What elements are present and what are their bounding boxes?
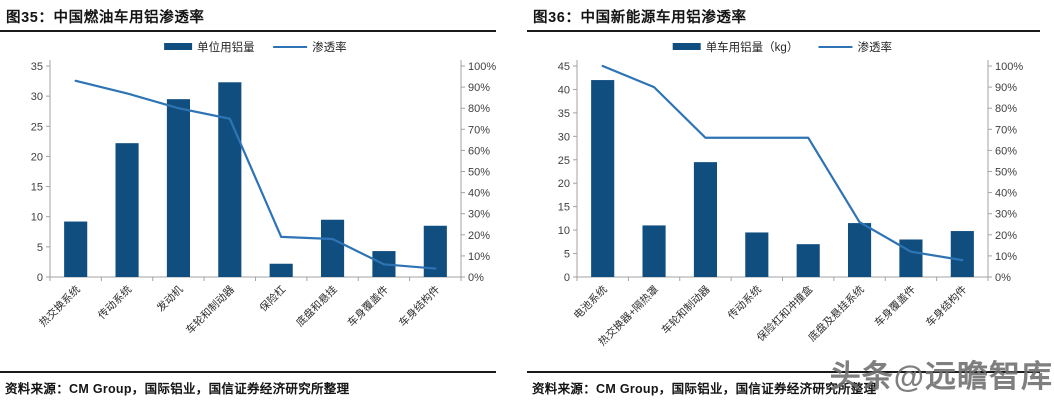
svg-text:车轮和制动器: 车轮和制动器 [659, 283, 713, 337]
svg-text:车身结构件: 车身结构件 [396, 283, 442, 329]
panel-nev-chart: 图36：中国新能源车用铝渗透率 0 5 10 15 20 25 30 35 40 45 0% 10% 2… [527, 0, 1054, 401]
panel-fuel-vehicle-chart: 图35：中国燃油车用铝渗透率 0 5 10 15 20 25 30 35 0% 10% 20% 30%… [0, 10, 497, 396]
svg-text:90%: 90% [995, 82, 1017, 94]
fuel-vehicle-combo-chart: 0 5 10 15 20 25 30 35 0% 10% 20% 30% 40% 50% 60% 70% 80%… [31, 40, 497, 337]
footer-rule [0, 371, 496, 373]
chart-title: 图35：中国燃油车用铝渗透率 [6, 10, 205, 26]
svg-text:60%: 60% [995, 145, 1017, 157]
title-underline [527, 30, 1040, 32]
svg-text:30%: 30% [995, 209, 1017, 221]
svg-text:15: 15 [558, 202, 570, 214]
svg-text:90%: 90% [468, 82, 490, 94]
svg-text:0%: 0% [995, 272, 1011, 284]
svg-text:30%: 30% [468, 209, 490, 221]
svg-text:70%: 70% [468, 124, 490, 136]
footer-rule [527, 371, 1040, 373]
svg-text:热交换系统: 热交换系统 [36, 283, 83, 330]
svg-text:25: 25 [558, 155, 570, 167]
svg-text:100%: 100% [468, 61, 496, 73]
svg-text:渗透率: 渗透率 [858, 40, 893, 54]
svg-text:发动机: 发动机 [154, 283, 186, 315]
svg-text:车身覆盖件: 车身覆盖件 [345, 283, 391, 329]
svg-text:电池系统: 电池系统 [571, 283, 610, 322]
chart-title: 图36：中国新能源车用铝渗透率 [533, 10, 747, 26]
svg-text:0: 0 [564, 272, 570, 284]
svg-text:40: 40 [558, 84, 570, 96]
svg-text:40%: 40% [468, 188, 490, 200]
svg-text:80%: 80% [995, 103, 1017, 115]
svg-text:单位用铝量: 单位用铝量 [197, 40, 255, 54]
watermark: 头条@远瞻智库 [829, 359, 1053, 394]
svg-text:20%: 20% [468, 230, 490, 242]
svg-text:0: 0 [37, 272, 43, 284]
svg-text:50%: 50% [995, 167, 1017, 179]
svg-text:30: 30 [31, 91, 43, 103]
source-note: 资料来源：CM Group，国际铝业，国信证券经济研究所整理 [532, 382, 877, 396]
svg-text:20: 20 [31, 151, 43, 163]
svg-text:30: 30 [558, 131, 570, 143]
svg-text:25: 25 [31, 121, 43, 133]
svg-text:0%: 0% [468, 272, 484, 284]
svg-text:20%: 20% [995, 230, 1017, 242]
svg-text:底盘和悬挂: 底盘和悬挂 [293, 283, 340, 330]
svg-text:10%: 10% [468, 251, 490, 263]
svg-text:80%: 80% [468, 103, 490, 115]
svg-text:渗透率: 渗透率 [312, 40, 347, 54]
svg-text:50%: 50% [468, 167, 490, 179]
svg-text:5: 5 [564, 249, 570, 261]
source-note: 资料来源：CM Group，国际铝业，国信证券经济研究所整理 [5, 382, 350, 396]
svg-text:车轮和制动器: 车轮和制动器 [183, 283, 237, 337]
svg-text:保险杠: 保险杠 [257, 283, 289, 315]
svg-text:5: 5 [37, 242, 43, 254]
svg-text:60%: 60% [468, 145, 490, 157]
svg-text:35: 35 [31, 61, 43, 73]
svg-text:10%: 10% [995, 251, 1017, 263]
svg-text:70%: 70% [995, 124, 1017, 136]
svg-text:10: 10 [31, 212, 43, 224]
svg-text:车身覆盖件: 车身覆盖件 [872, 283, 918, 329]
svg-text:传动系统: 传动系统 [95, 283, 134, 322]
svg-text:10: 10 [558, 225, 570, 237]
svg-text:车身结构件: 车身结构件 [923, 283, 969, 329]
svg-text:15: 15 [31, 182, 43, 194]
svg-text:35: 35 [558, 108, 570, 120]
svg-text:单车用铝量（kg）: 单车用铝量（kg） [706, 40, 799, 54]
svg-text:传动系统: 传动系统 [725, 283, 764, 322]
nev-combo-chart: 0 5 10 15 20 25 30 35 40 45 0% 10% 20% 30% 40% 50% 60% 70… [558, 40, 1024, 348]
svg-text:40%: 40% [995, 188, 1017, 200]
svg-text:20: 20 [558, 178, 570, 190]
svg-text:100%: 100% [995, 61, 1023, 73]
svg-text:45: 45 [558, 61, 570, 73]
title-underline [0, 30, 496, 32]
